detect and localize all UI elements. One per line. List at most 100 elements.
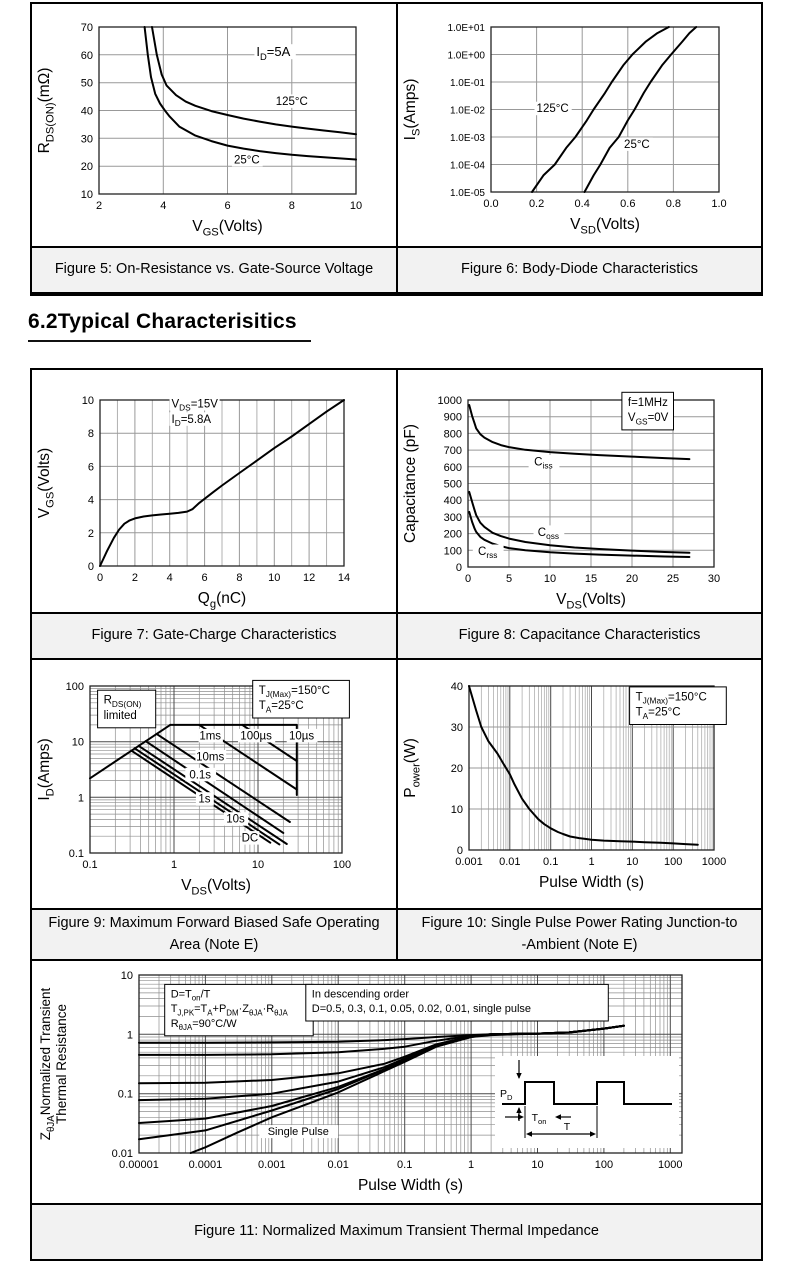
svg-text:100µs: 100µs <box>240 730 272 742</box>
svg-text:1000: 1000 <box>438 395 462 407</box>
svg-text:VDS(Volts): VDS(Volts) <box>181 877 251 897</box>
svg-text:RDS(ON)(mΩ): RDS(ON)(mΩ) <box>36 68 56 154</box>
svg-text:Power(W): Power(W) <box>402 738 422 798</box>
svg-text:2: 2 <box>88 528 94 540</box>
svg-text:2: 2 <box>96 200 102 212</box>
svg-text:0.1s: 0.1s <box>189 769 211 781</box>
svg-text:0.001: 0.001 <box>455 856 483 868</box>
svg-text:500: 500 <box>444 479 462 491</box>
svg-text:0.1: 0.1 <box>69 848 84 860</box>
svg-text:D=0.5, 0.3, 0.1, 0.05, 0.02, 0: D=0.5, 0.3, 0.1, 0.05, 0.02, 0.01, singl… <box>312 1003 531 1015</box>
svg-text:100: 100 <box>444 545 462 557</box>
svg-text:VDS(Volts): VDS(Volts) <box>556 591 626 611</box>
svg-text:30: 30 <box>81 133 93 145</box>
fig5-svg: ID=5A 125°C 25°C 2 4 6 8 10 10 20 30 40 50 60 70 VGS(Vo… <box>36 22 362 238</box>
svg-text:0.01: 0.01 <box>327 1159 348 1171</box>
svg-text:100: 100 <box>333 859 351 871</box>
svg-text:300: 300 <box>444 512 462 524</box>
svg-text:f=1MHz: f=1MHz <box>628 397 668 409</box>
svg-text:Qg(nC): Qg(nC) <box>198 590 246 610</box>
svg-text:10: 10 <box>121 970 133 982</box>
svg-text:50: 50 <box>81 78 93 90</box>
svg-text:8: 8 <box>236 572 242 584</box>
svg-text:0.8: 0.8 <box>666 198 681 210</box>
svg-text:limited: limited <box>104 710 137 722</box>
svg-text:D=Ton/T: D=Ton/T <box>171 988 211 1002</box>
svg-text:DC: DC <box>242 833 259 845</box>
svg-text:25°C: 25°C <box>624 139 650 151</box>
svg-text:10: 10 <box>350 200 362 212</box>
svg-text:25: 25 <box>667 573 679 585</box>
fig7-caption: Figure 7: Gate-Charge Characteristics <box>32 612 398 660</box>
svg-text:4: 4 <box>160 200 166 212</box>
svg-text:12: 12 <box>303 572 315 584</box>
svg-text:ID=5A: ID=5A <box>256 44 290 62</box>
svg-text:30: 30 <box>708 573 720 585</box>
svg-text:Thermal Resistance: Thermal Resistance <box>54 1004 69 1124</box>
row-caption-11: Figure 11: Normalized Maximum Transient … <box>32 1203 761 1259</box>
fig8-caption: Figure 8: Capacitance Characteristics <box>398 612 761 660</box>
svg-text:0.2: 0.2 <box>529 198 544 210</box>
fig11-svg: PD Ton T D=Ton/TTJ,PK=TA+PDM·ZθJA·RθJARθJA=… <box>38 970 683 1194</box>
row-captions-5-6: Figure 5: On-Resistance vs. Gate-Source … <box>32 246 761 294</box>
svg-text:10: 10 <box>544 573 556 585</box>
svg-text:10s: 10s <box>226 814 245 826</box>
svg-text:0.6: 0.6 <box>620 198 635 210</box>
svg-text:VGS(Volts): VGS(Volts) <box>36 448 56 518</box>
svg-text:0.0: 0.0 <box>483 198 498 210</box>
svg-text:1.0E-01: 1.0E-01 <box>450 78 485 89</box>
svg-text:10: 10 <box>531 1159 543 1171</box>
svg-text:700: 700 <box>444 445 462 457</box>
svg-text:10µs: 10µs <box>289 730 314 742</box>
svg-text:1: 1 <box>468 1159 474 1171</box>
svg-text:Ciss: Ciss <box>534 457 552 471</box>
row-fig9-fig10: TJ(Max)=150°C TA=25°C RDS(ON) limited 1ms 100… <box>32 660 761 908</box>
svg-text:14: 14 <box>338 572 350 584</box>
svg-text:0: 0 <box>88 561 94 573</box>
fig5-caption: Figure 5: On-Resistance vs. Gate-Source … <box>32 246 398 294</box>
svg-text:10: 10 <box>81 189 93 201</box>
svg-text:VSD(Volts): VSD(Volts) <box>570 216 640 236</box>
svg-text:0.01: 0.01 <box>499 856 520 868</box>
fig8-chart: f=1MHz VGS=0V Ciss Coss Crss 0 5 10 15 20 25 30 0 100… <box>398 370 761 612</box>
svg-text:ZθJANormalized Transient: ZθJANormalized Transient <box>38 988 57 1141</box>
svg-text:10: 10 <box>252 859 264 871</box>
svg-text:TA=25°C: TA=25°C <box>259 700 304 714</box>
row-captions-9-10: Figure 9: Maximum Forward Biased Safe Op… <box>32 908 761 961</box>
svg-text:Capacitance (pF): Capacitance (pF) <box>402 424 419 543</box>
svg-text:6: 6 <box>224 200 230 212</box>
svg-text:1s: 1s <box>198 794 210 806</box>
svg-text:125°C: 125°C <box>276 96 308 108</box>
svg-text:RθJA=90°C/W: RθJA=90°C/W <box>171 1018 238 1032</box>
svg-text:1: 1 <box>171 859 177 871</box>
svg-text:VGS(Volts): VGS(Volts) <box>192 218 262 238</box>
svg-text:1.0E-03: 1.0E-03 <box>450 133 485 144</box>
svg-text:60: 60 <box>81 50 93 62</box>
svg-text:1: 1 <box>78 792 84 804</box>
svg-text:TJ(Max)=150°C: TJ(Max)=150°C <box>259 685 330 699</box>
svg-text:1: 1 <box>588 856 594 868</box>
svg-text:1ms: 1ms <box>199 730 221 742</box>
svg-text:20: 20 <box>451 763 463 775</box>
svg-text:0.4: 0.4 <box>575 198 590 210</box>
svg-text:4: 4 <box>167 572 173 584</box>
svg-text:1000: 1000 <box>658 1159 682 1171</box>
svg-text:1.0E-02: 1.0E-02 <box>450 106 485 117</box>
fig6-caption: Figure 6: Body-Diode Characteristics <box>398 246 761 294</box>
svg-text:0.00001: 0.00001 <box>119 1159 159 1171</box>
svg-text:VGS=0V: VGS=0V <box>628 412 669 426</box>
svg-text:0.1: 0.1 <box>82 859 97 871</box>
svg-text:1000: 1000 <box>702 856 726 868</box>
svg-text:0.1: 0.1 <box>543 856 558 868</box>
svg-text:900: 900 <box>444 412 462 424</box>
svg-text:Ton: Ton <box>532 1112 547 1126</box>
fig5-chart: ID=5A 125°C 25°C 2 4 6 8 10 10 20 30 40 50 60 70 VGS(Vo… <box>32 4 398 246</box>
svg-text:1: 1 <box>127 1029 133 1041</box>
svg-text:Pulse Width (s): Pulse Width (s) <box>539 874 644 891</box>
svg-text:0.0001: 0.0001 <box>189 1159 223 1171</box>
svg-text:2: 2 <box>132 572 138 584</box>
svg-text:25°C: 25°C <box>234 154 260 166</box>
